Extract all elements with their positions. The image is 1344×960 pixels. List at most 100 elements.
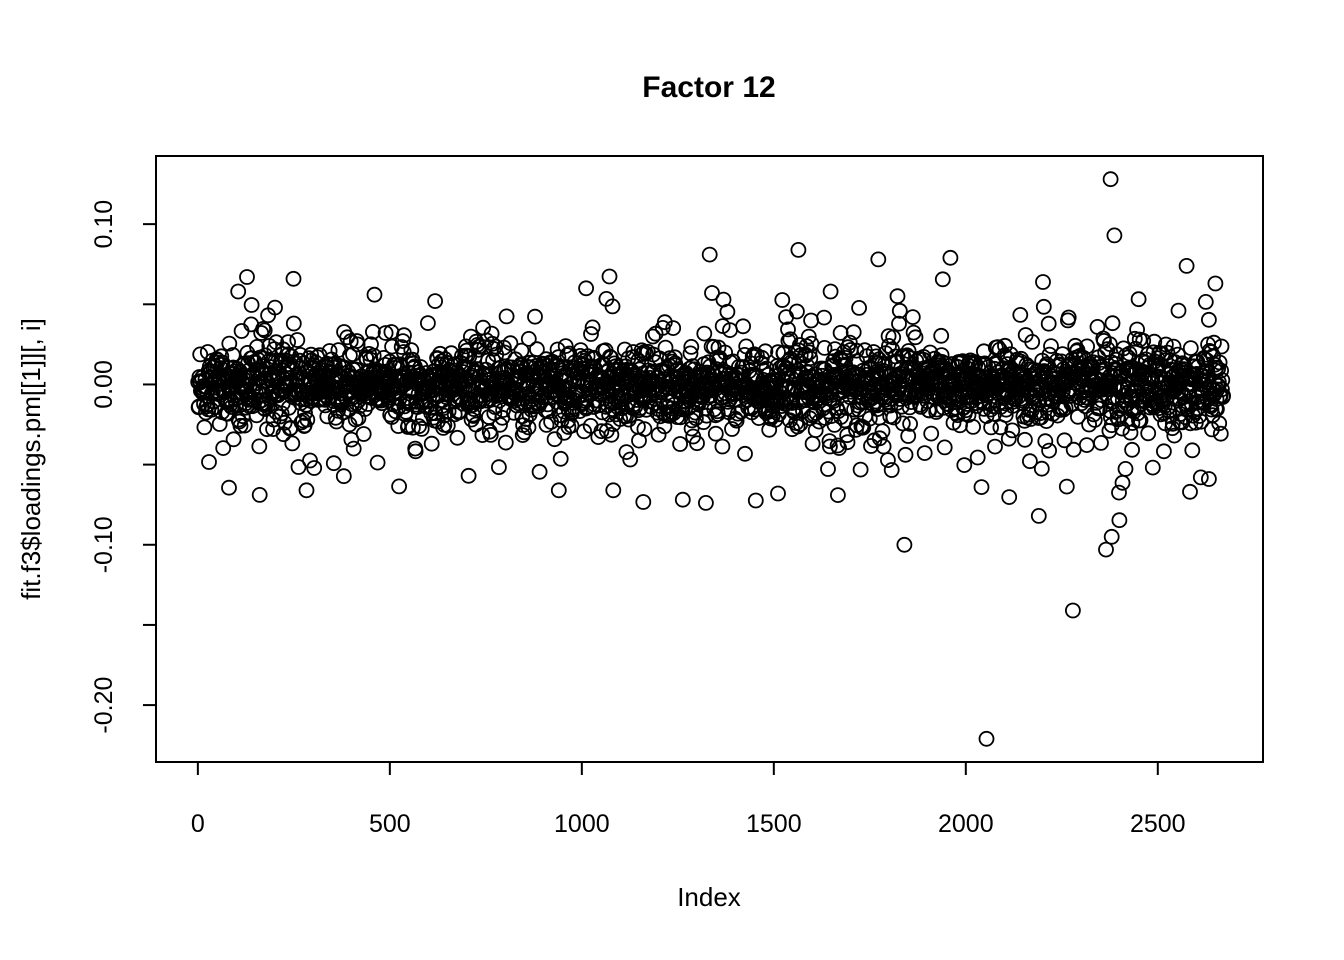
outlier-point [230,283,247,300]
data-point [770,344,786,361]
data-point [1182,340,1199,357]
data-point [874,423,891,440]
data-point [232,417,249,434]
data-point [1040,315,1057,332]
outlier-point [896,536,913,553]
data-point [790,241,807,258]
data-point [363,336,379,353]
data-point [1022,453,1038,470]
data-point [593,423,610,440]
data-point [645,328,661,345]
data-point [837,349,854,366]
data-point [803,312,819,329]
data-point [707,425,724,442]
data-point [871,430,888,447]
data-point [1111,484,1127,501]
y-tick-label: 0.00 [90,360,118,409]
data-point [529,341,545,358]
data-point [419,315,436,332]
y-tick-label: 0.10 [90,200,118,249]
outlier-point [605,482,622,499]
data-point [249,338,265,355]
data-point [365,347,382,364]
data-point [335,468,352,485]
data-point [696,325,713,342]
outlier-point [870,251,887,268]
scatter-points [190,241,1231,529]
data-point [1077,398,1094,415]
data-point [1115,340,1132,357]
data-point [1132,412,1149,429]
data-point [377,356,394,373]
data-point [618,444,635,461]
outlier-point [1030,508,1047,524]
data-point [538,416,555,433]
data-point [482,426,499,443]
data-point [717,344,733,361]
data-point [714,438,731,455]
data-point [638,345,654,362]
data-point [601,268,618,285]
data-point [1213,338,1230,355]
data-point [933,327,950,344]
data-point [889,288,906,305]
data-point [898,384,914,401]
plot-frame [155,155,1264,763]
data-point [904,309,921,326]
data-point [201,454,217,470]
outlier-point [239,269,255,285]
data-point [1211,415,1228,432]
data-point [377,325,394,341]
data-point [213,348,230,365]
data-point [540,403,557,420]
data-point [657,339,674,356]
data-point [672,409,689,426]
x-axis-label: Index [677,882,741,912]
data-point [557,338,574,355]
data-point [789,418,806,435]
data-point [1055,401,1072,418]
data-point [520,419,537,436]
data-point [883,462,900,478]
data-point [364,323,381,340]
data-point [965,418,981,435]
data-point [1122,424,1139,441]
data-point [287,355,304,372]
data-point [285,270,302,287]
x-tick-label: 0 [191,810,205,838]
data-point [800,328,817,345]
data-point [900,343,917,359]
x-tick-label: 2500 [1130,810,1186,838]
data-point [561,345,578,362]
data-point [1140,425,1157,442]
outlier-point [366,286,383,303]
data-point [1108,351,1124,368]
data-point [563,417,580,434]
data-point [709,406,726,423]
data-point [1215,387,1231,404]
data-point [1078,437,1095,454]
data-point [839,427,856,444]
data-point [1111,512,1128,529]
data-point [284,435,301,452]
data-point [513,342,530,359]
data-point [1178,257,1195,274]
data-point [622,451,639,468]
data-point [583,326,599,342]
data-point [851,299,867,316]
outlier-point [973,479,990,496]
data-point [394,333,411,350]
data-point [225,431,242,448]
data-point [880,452,896,469]
scatter-outlier-points [230,171,1224,747]
data-point [1164,415,1181,432]
data-point [621,407,638,424]
data-point [757,343,774,360]
data-point [966,353,982,370]
data-point [672,436,688,452]
data-point [683,338,700,355]
data-point [1056,432,1073,449]
data-point [1182,483,1198,500]
data-point [221,479,237,496]
data-point [719,303,736,320]
